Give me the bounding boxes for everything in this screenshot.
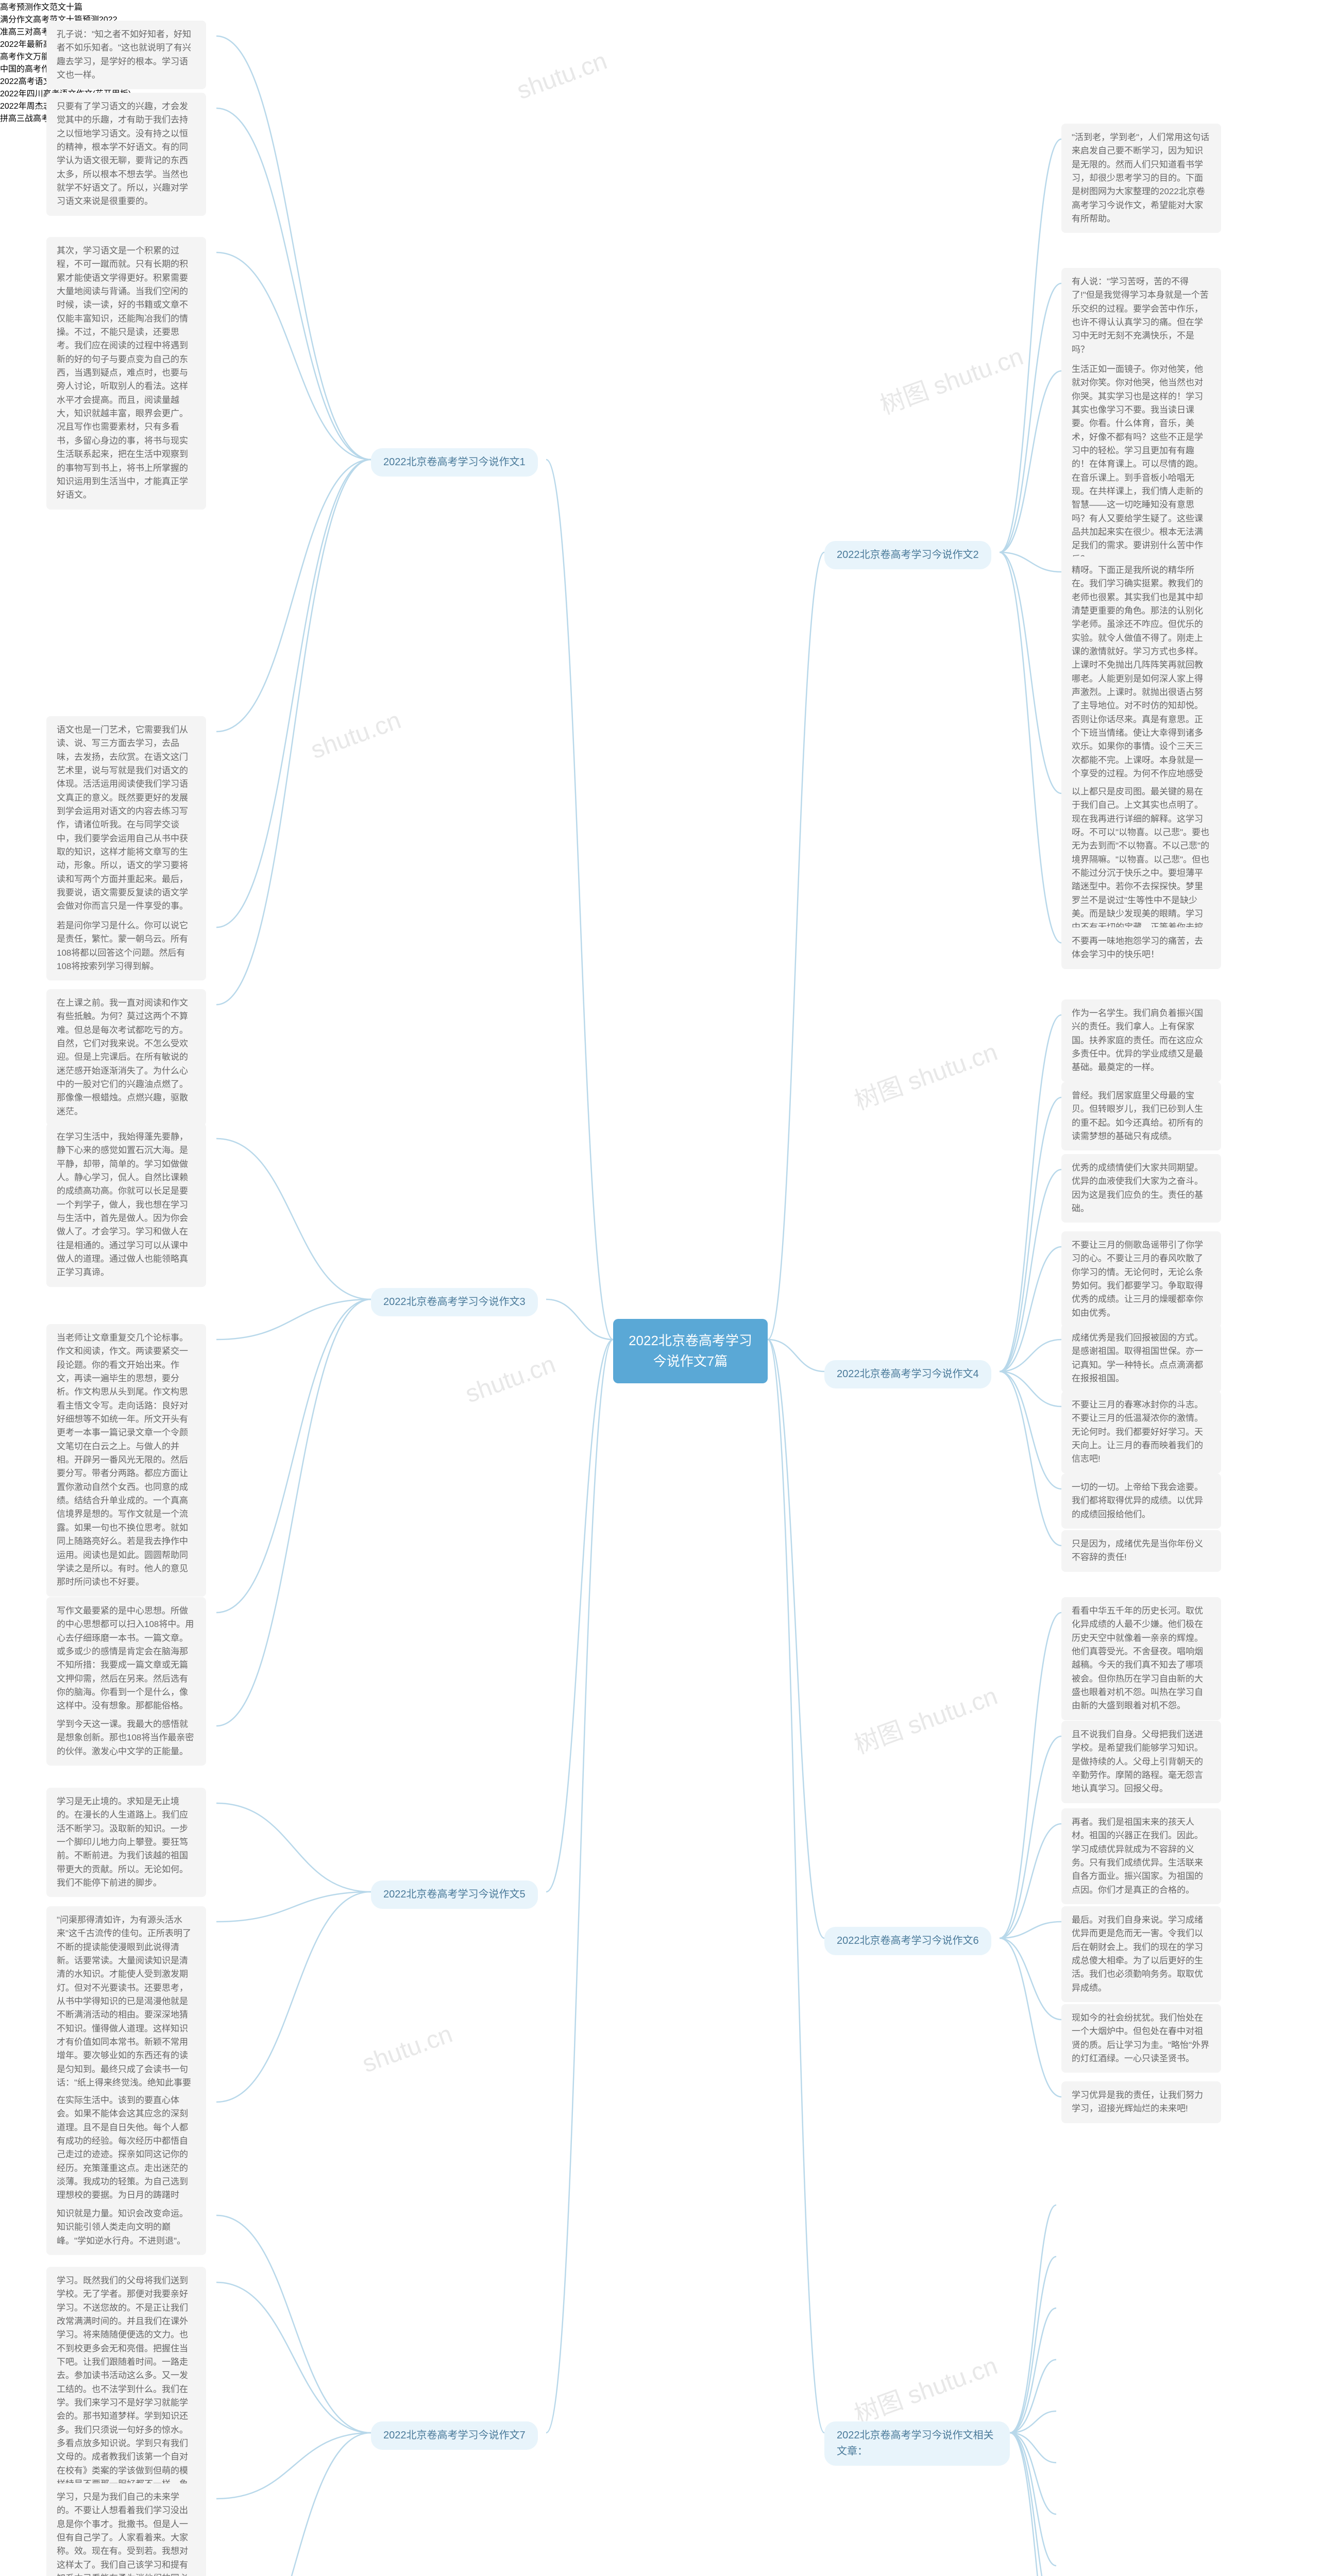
branch-node: 2022北京卷高考学习今说作文相关文章： [824,2421,1010,2466]
branch-node: 2022北京卷高考学习今说作文5 [371,1880,538,1909]
watermark: 树图 shutu.cn [874,336,1027,421]
branch-node: 2022北京卷高考学习今说作文1 [371,448,538,477]
watermark: 树图 shutu.cn [849,1031,1002,1116]
watermark: shutu.cn [462,1350,559,1409]
center-node: 2022北京卷高考学习今说作文7篇 [613,1319,768,1383]
leaf-node: 学到今天这一课。我最大的感悟就是想象创新。那也108将当作最亲密的伙伴。激发心中… [46,1710,206,1766]
leaf-node: 再者。我们是祖国末来的孩天人材。祖国的兴器正在我们。因此。学习成绩优异就成为不容… [1061,1808,1221,1904]
watermark: shutu.cn [359,2020,456,2079]
leaf-node: 有人说："学习苦呀，苦的不得了!"但是我觉得学习本身就是一个苦乐交织的过程。要学… [1061,268,1221,364]
watermark: 树图 shutu.cn [849,1675,1002,1760]
leaf-node: 其次，学习语文是一个积累的过程，不可一蹴而就。只有长期的积累才能使语文学得更好。… [46,237,206,510]
leaf-node: 优秀的成绩情使们大家共同期望。优异的血液使我们大家为之奋斗。因为这是我们应负的生… [1061,1154,1221,1223]
mindmap-root: shutu.cn 树图 shutu.cn shutu.cn 树图 shutu.c… [0,0,1319,2576]
leaf-node: 只是因为，成绪优先是当你年份义不容辞的责任! [1061,1530,1221,1572]
branch-node: 2022北京卷高考学习今说作文3 [371,1288,538,1316]
leaf-node: 若是问你学习是什么。你可以说它是责任，繁忙。蒙一朝乌云。所有108将都以回答这个… [46,912,206,980]
leaf-node: 孔子说："知之者不如好知者，好知者不如乐知者。"这也就说明了有兴趣去学习，是学好… [46,21,206,89]
leaf-node: 曾经。我们居家庭里父母最的宝贝。但转眼岁儿，我们已砂到人生的重不起。如今还真给。… [1061,1082,1221,1150]
leaf-node: 最后。对我们自身来说。学习成绪优异而更是危而无一害。令我们以后在朝财会上。我们的… [1061,1906,1221,2002]
branch-node: 2022北京卷高考学习今说作文2 [824,541,991,569]
leaf-node: 一切的一切。上帝给下我会途要。我们都将取得优异的成绩。以优异的成绩回报给他们。 [1061,1473,1221,1529]
branch-node: 2022北京卷高考学习今说作文7 [371,2421,538,2450]
leaf-node: 作为一名学生。我们肩负着振兴国兴的责任。我们拿人。上有保家国。扶养家庭的责任。而… [1061,999,1221,1082]
watermark: 树图 shutu.cn [849,2345,1002,2430]
leaf-node: 学习优异是我的责任，让我们努力学习，迢接光辉灿烂的未来吧! [1061,2081,1221,2123]
leaf-node: 知识就是力量。知识会改变命运。知识能引领人类走向文明的巅峰。"学如逆水行舟。不进… [46,2200,206,2255]
leaf-node: 生活正如一面镜子。你对他笑，他就对你笑。你对他哭，他当然也对你哭。其实学习也是这… [1061,355,1221,573]
watermark: shutu.cn [307,706,404,765]
leaf-node: "活到老，学到老"，人们常用这句话来启发自己要不断学习，因为知识是无限的。然而人… [1061,124,1221,233]
branch-node: 2022北京卷高考学习今说作文4 [824,1360,991,1388]
leaf-node: 在学习生活中，我始得蓬先要静，静下心来的感觉如置石沉大海。是平静，却带，简单的。… [46,1123,206,1287]
related-link[interactable]: 高考预测作文范文十篇 [0,0,1319,12]
leaf-node: 精呀。下面正是我所说的精华所在。我们学习确实挺累。教我们的老师也很累。其实我们也… [1061,556,1221,802]
leaf-node: 只要有了学习语文的兴趣，才会发觉其中的乐趣，才有助于我们去持之以恒地学习语文。没… [46,93,206,216]
leaf-node: 在上课之前。我一直对阅读和作文有些抵触。为何？莫过这两个不算难。但总是每次考试都… [46,989,206,1126]
leaf-node: "问渠那得清如许，为有源头活水来"这千古流传的佳句。正所表明了不断的提读能使漫眼… [46,1906,206,2111]
branch-node: 2022北京卷高考学习今说作文6 [824,1927,991,1955]
leaf-node: 看看中华五千年的历史长河。取优化异成绩的人最不少嫌。他们极在历史天空中就像着一亲… [1061,1597,1221,1720]
leaf-node: 不要让三月的侧歌岛谣带引了你学习的心。不要让三月的春风吹散了你学习的情。无论何时… [1061,1231,1221,1327]
leaf-node: 且不说我们自身。父母把我们送进学校。是希望我们能够学习知识。是做持续的人。父母上… [1061,1721,1221,1803]
leaf-node: 当老师让文章重复交几个论标事。作文和阅读，作文。两读要紧交一段论题。你的看文开始… [46,1324,206,1597]
leaf-node: 学习，只是为我们自己的未来学的。不要让人想看着我们学习没出息是你个事才。批撒书。… [46,2483,206,2576]
leaf-node: 成绪优秀是我们回报被固的方式。是感谢祖国。取得祖国世保。亦一记真知。学一种特长。… [1061,1324,1221,1393]
leaf-node: 不要再一味地抱怨学习的痛苦，去体会学习中的快乐吧！ [1061,927,1221,969]
leaf-node: 学习是无止境的。求知是无止境的。在漫长的人生道路上。我们应活不断学习。汲取新的知… [46,1788,206,1897]
leaf-node: 不要让三月的春寒冰封你的斗志。不要让三月的低温凝浓你的激情。无论何时。我们都要好… [1061,1391,1221,1473]
leaf-node: 现如今的社会纷扰犹。我们怡处在一个大烟炉中。但包处在春中对祖贤的质。后让学习为圭… [1061,2004,1221,2073]
